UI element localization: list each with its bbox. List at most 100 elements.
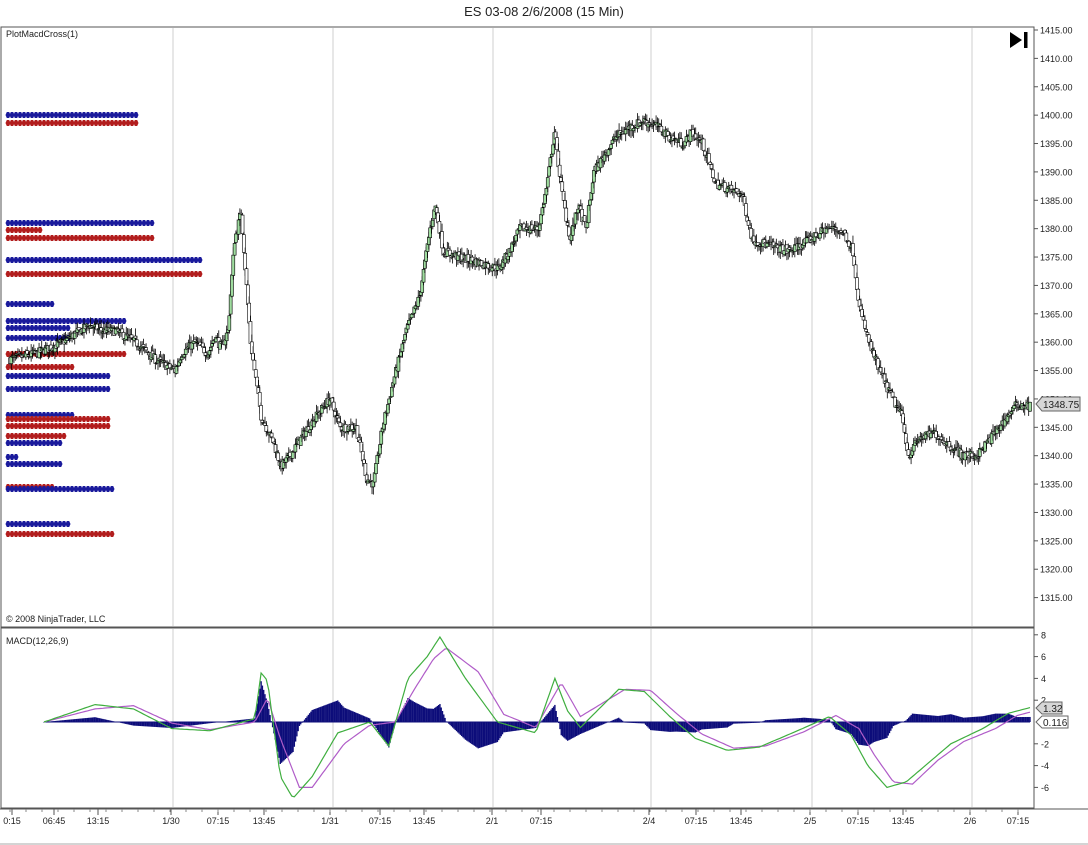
macd-histogram-bar [154,722,156,727]
macd-histogram-bar [936,715,938,722]
candle-down [141,344,146,347]
macd-histogram-bar [983,715,985,722]
macd-histogram-bar [962,717,965,722]
blue-cross-marker [17,386,23,392]
red-cross-marker [25,227,31,233]
macd-histogram-bar [70,719,72,722]
red-cross-marker [81,416,87,422]
blue-cross-marker [61,373,67,379]
blue-cross-marker [65,257,71,263]
macd-histogram-bar [863,722,865,746]
macd-histogram-bar [965,717,967,722]
macd-histogram-bar [956,715,958,722]
blue-cross-marker [25,220,31,226]
red-cross-marker [33,227,39,233]
red-cross-marker [145,235,151,241]
blue-cross-marker [105,373,111,379]
macd-histogram-bar [439,704,441,722]
blue-cross-marker [57,325,63,331]
blue-cross-marker [5,521,11,527]
macd-histogram-bar [922,714,924,722]
red-cross-marker [9,271,15,277]
macd-histogram-bar [188,722,191,726]
blue-cross-marker [17,461,23,467]
macd-histogram-bar [500,722,502,737]
macd-histogram-bar [657,722,660,731]
red-cross-marker [5,364,11,370]
red-cross-marker [13,531,19,537]
red-cross-marker [185,271,191,277]
macd-histogram-bar [643,722,645,724]
macd-histogram-bar [605,722,607,724]
macd-histogram-bar [655,722,657,731]
macd-histogram-bar [257,696,260,722]
macd-histogram-bar [798,718,800,722]
blue-cross-marker [25,318,31,324]
time-tick-label: 2/4 [643,816,656,826]
macd-histogram-bar [853,722,855,738]
macd-panel-border [0,627,1035,809]
macd-histogram-bar [933,715,935,722]
macd-histogram-bar [71,719,73,722]
time-tick-label: 1/30 [162,816,180,826]
blue-cross-marker [57,257,63,263]
macd-histogram-bar [402,708,404,722]
macd-histogram-bar [945,714,947,722]
macd-histogram-bar [75,719,77,722]
red-cross-marker [57,416,63,422]
macd-histogram-bar [620,719,622,722]
macd-histogram-bar [390,722,393,738]
red-cross-marker [85,351,91,357]
blue-cross-marker [9,318,15,324]
candle-up [551,144,555,155]
macd-histogram-bar [57,720,59,722]
blue-cross-marker [57,521,63,527]
macd-histogram-bar [823,719,826,722]
macd-histogram-bar [527,722,529,730]
macd-histogram-bar [725,722,727,728]
macd-histogram-bar [169,722,172,728]
macd-histogram-bar [881,722,883,740]
macd-histogram-bar [199,722,201,725]
blue-cross-marker [57,461,63,467]
blue-cross-marker [17,318,23,324]
blue-cross-marker [29,373,35,379]
blue-cross-marker [17,257,23,263]
red-cross-marker [21,271,27,277]
blue-cross-marker [77,257,83,263]
blue-cross-marker [121,112,127,118]
macd-histogram-bar [582,722,584,733]
macd-histogram-bar [158,722,160,728]
blue-cross-marker [113,220,119,226]
macd-histogram-bar [610,720,612,722]
macd-histogram-bar [334,701,336,722]
blue-cross-marker [77,220,83,226]
macd-histogram-bar [702,722,704,730]
red-cross-marker [81,423,87,429]
skip-to-end-icon[interactable] [1004,28,1030,52]
blue-cross-marker [41,486,47,492]
macd-histogram-bar [678,722,680,732]
macd-histogram-bar [153,722,155,727]
blue-cross-marker [69,220,75,226]
macd-histogram-bar [81,718,84,722]
macd-histogram-bar [909,716,911,722]
red-cross-marker [97,120,103,126]
macd-histogram-bar [58,720,61,722]
macd-histogram-bar [598,722,601,726]
blue-cross-marker [49,301,55,307]
macd-histogram-bar [745,722,748,724]
blue-cross-marker [9,521,15,527]
blue-cross-marker [45,440,51,446]
macd-histogram-bar [997,713,999,722]
macd-histogram-bar [721,722,723,728]
red-cross-marker [41,531,47,537]
macd-histogram-bar [793,718,795,722]
macd-histogram-bar [496,722,499,743]
blue-cross-marker [13,257,19,263]
blue-cross-marker [73,386,79,392]
red-cross-marker [129,235,135,241]
macd-histogram-bar [924,714,926,722]
macd-histogram-bar [79,718,81,722]
